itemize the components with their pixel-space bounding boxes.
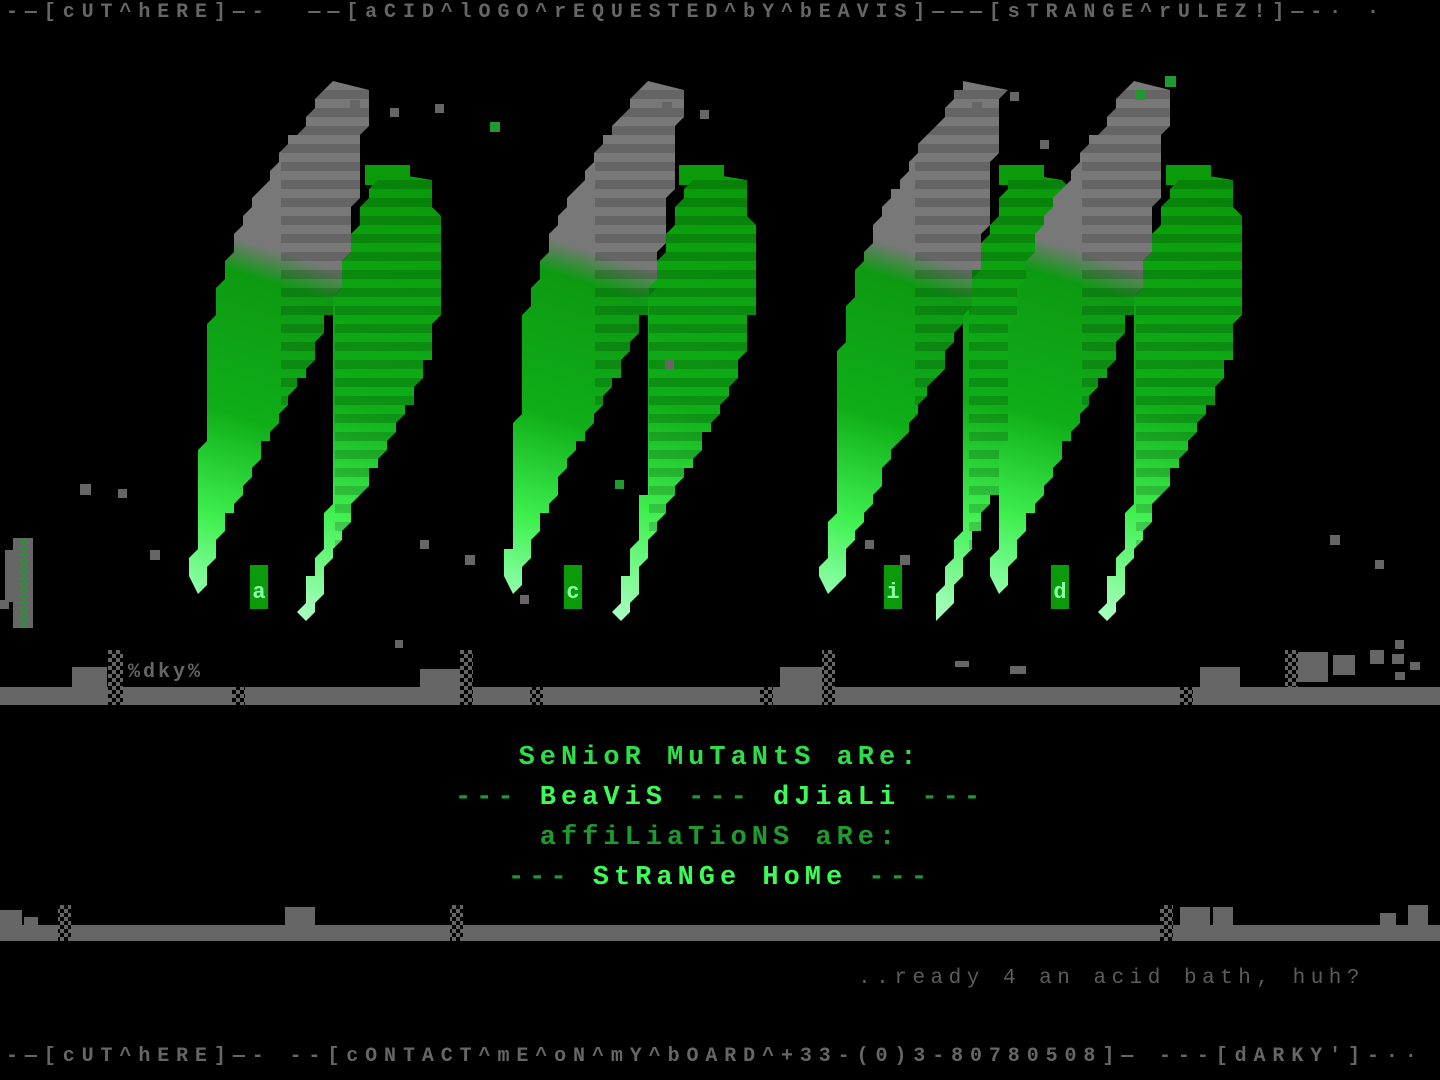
svg-text:i: i xyxy=(886,580,899,605)
svg-text:a: a xyxy=(252,580,265,605)
svg-text:c: c xyxy=(566,580,579,605)
svg-text:%dky%: %dky% xyxy=(128,661,203,684)
svg-text:d: d xyxy=(1053,580,1066,605)
